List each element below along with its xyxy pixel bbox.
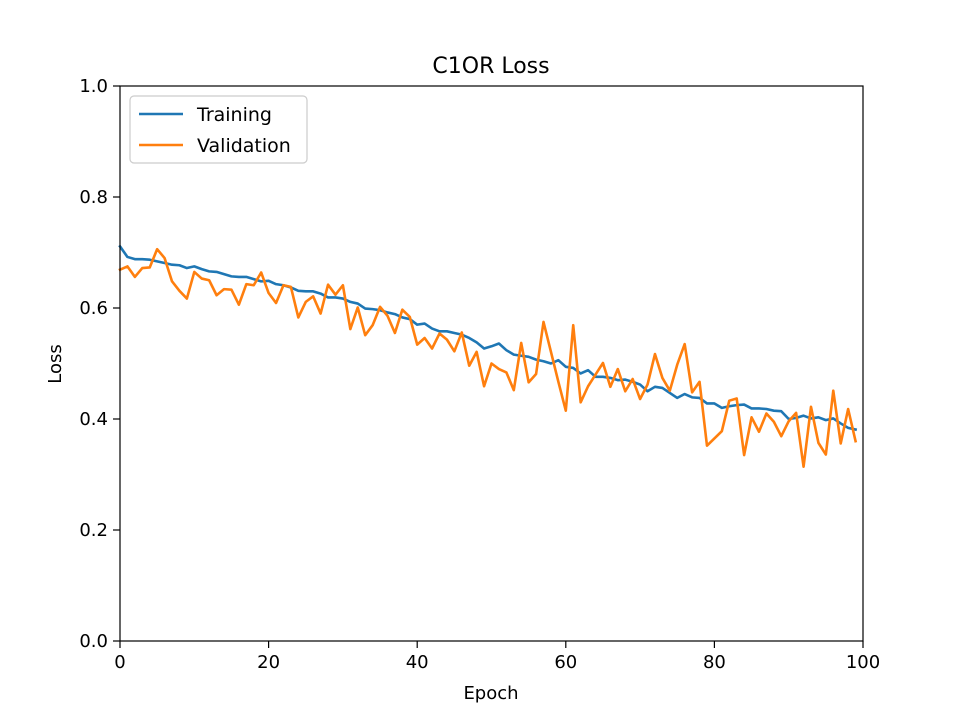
legend-label-validation: Validation — [197, 135, 291, 157]
legend: Training Validation — [129, 95, 308, 164]
chart-title: C1OR Loss — [432, 54, 549, 79]
y-tick-label: 0.6 — [79, 298, 108, 319]
x-tick-label: 40 — [406, 652, 429, 673]
x-axis: 0 20 40 60 80 100 — [114, 641, 880, 673]
legend-label-training: Training — [196, 104, 272, 126]
x-tick-label: 0 — [114, 652, 125, 673]
series-line-training — [118, 244, 858, 432]
y-tick-label: 0.4 — [79, 409, 108, 430]
x-axis-label: Epoch — [463, 683, 518, 704]
x-tick-label: 20 — [257, 652, 280, 673]
y-axis-label: Loss — [45, 344, 66, 383]
y-tick-label: 0.0 — [79, 631, 108, 652]
plot-frame — [119, 85, 864, 642]
x-tick-label: 80 — [703, 652, 726, 673]
y-axis: 0.0 0.2 0.4 0.6 0.8 1.0 — [79, 76, 120, 652]
y-tick-label: 0.2 — [79, 520, 108, 541]
y-tick-label: 0.8 — [79, 187, 108, 208]
y-tick-label: 1.0 — [79, 76, 108, 97]
series-layer — [118, 244, 858, 469]
x-tick-label: 60 — [554, 652, 577, 673]
series-line-validation — [118, 247, 858, 469]
x-tick-label: 100 — [846, 652, 880, 673]
